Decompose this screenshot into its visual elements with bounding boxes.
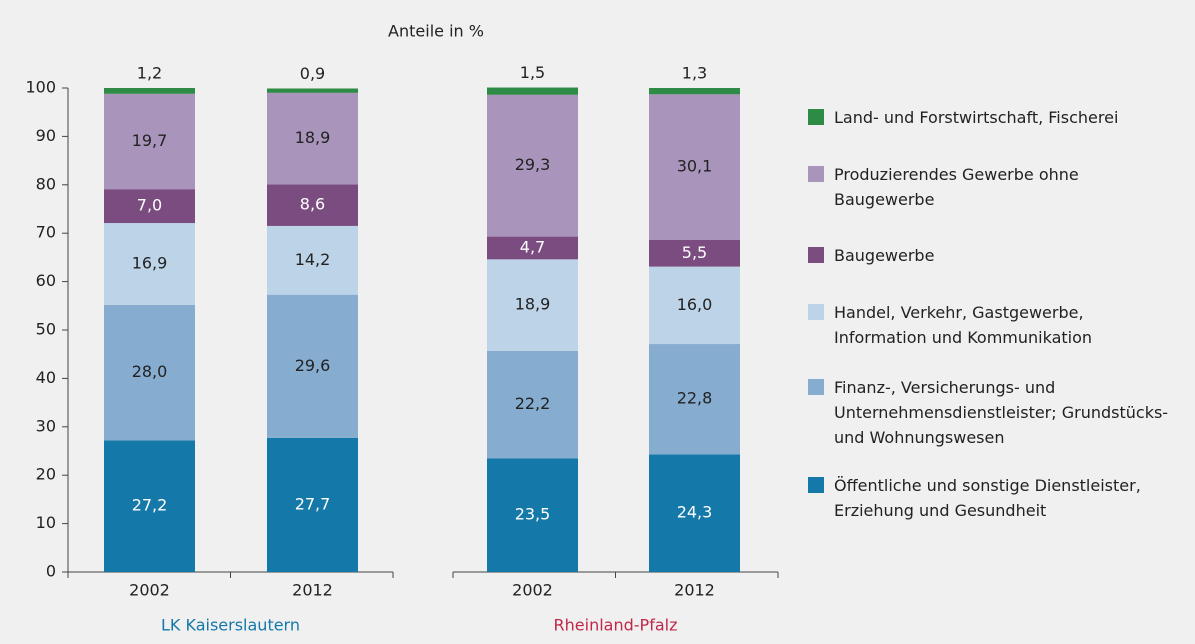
x-tick-label: 2012 <box>674 581 715 600</box>
bar-segment <box>267 225 358 295</box>
data-label: 7,0 <box>137 196 162 215</box>
legend-label: Öffentliche und sonstige Dienstleister, … <box>834 476 1141 520</box>
data-label: 28,0 <box>132 362 168 381</box>
data-label: 22,8 <box>677 389 713 408</box>
legend-item: Baugewerbe <box>808 243 1178 268</box>
y-tick-label: 0 <box>46 562 56 581</box>
bar-segment <box>649 94 740 240</box>
legend-label: Land- und Forstwirtschaft, Fischerei <box>834 108 1119 127</box>
data-label: 22,2 <box>515 394 551 413</box>
data-label: 18,9 <box>295 128 331 147</box>
bar-segment <box>267 184 358 226</box>
y-tick-label: 100 <box>25 78 56 97</box>
bar-segment <box>267 92 358 185</box>
bar-segment <box>104 189 195 224</box>
x-tick-label: 2002 <box>512 581 553 600</box>
bar-segment <box>104 440 195 572</box>
data-label: 23,5 <box>515 505 551 524</box>
legend-swatch <box>808 247 824 263</box>
legend-label: Handel, Verkehr, Gastgewerbe, Informatio… <box>834 303 1093 347</box>
y-tick-label: 70 <box>36 223 56 242</box>
data-label: 27,7 <box>295 494 331 513</box>
data-label: 1,2 <box>137 64 162 83</box>
y-tick-label: 80 <box>36 174 56 193</box>
data-label: 24,3 <box>677 503 713 522</box>
y-tick-label: 20 <box>36 465 56 484</box>
bar-segment <box>649 344 740 455</box>
legend-item: Handel, Verkehr, Gastgewerbe, Informatio… <box>808 300 1178 350</box>
bar-segment <box>487 236 578 260</box>
data-label: 27,2 <box>132 496 168 515</box>
bar-segment <box>267 88 358 93</box>
legend-label: Produzierendes Gewerbe ohne Baugewerbe <box>834 165 1079 209</box>
y-tick-label: 60 <box>36 271 56 290</box>
data-label: 16,9 <box>132 253 168 272</box>
bar-segment <box>487 94 578 237</box>
bar-segment <box>487 259 578 351</box>
legend-item: Produzierendes Gewerbe ohne Baugewerbe <box>808 162 1178 212</box>
y-tick-label: 40 <box>36 368 56 387</box>
legend-swatch <box>808 304 824 320</box>
bar-segment <box>267 294 358 438</box>
bar-segment <box>104 304 195 441</box>
bar-segment <box>487 350 578 459</box>
y-tick-label: 10 <box>36 513 56 532</box>
bar-segment <box>104 223 195 305</box>
group-label: Rheinland-Pfalz <box>554 616 678 635</box>
data-label: 14,2 <box>295 250 331 269</box>
data-label: 19,7 <box>132 131 168 150</box>
legend-label: Baugewerbe <box>834 246 935 265</box>
bar-segment <box>649 266 740 345</box>
y-tick-label: 90 <box>36 126 56 145</box>
x-tick-label: 2012 <box>292 581 333 600</box>
data-label: 30,1 <box>677 157 713 176</box>
data-label: 29,3 <box>515 155 551 174</box>
bar-segment <box>104 88 195 94</box>
legend-item: Finanz-, Versicherungs- und Unternehmens… <box>808 375 1178 450</box>
legend-label: Finanz-, Versicherungs- und Unternehmens… <box>834 378 1169 447</box>
bar-segment <box>487 87 578 95</box>
legend-swatch <box>808 166 824 182</box>
bar-segment <box>649 239 740 267</box>
y-axis-label: Anteile in % <box>388 22 484 41</box>
legend-swatch <box>808 477 824 493</box>
legend-swatch <box>808 379 824 395</box>
data-label: 29,6 <box>295 356 331 375</box>
group-label: LK Kaiserslautern <box>161 616 300 635</box>
data-label: 1,5 <box>520 63 545 82</box>
bar-segment <box>649 454 740 572</box>
data-label: 16,0 <box>677 295 713 314</box>
data-label: 1,3 <box>682 64 707 83</box>
legend-swatch <box>808 109 824 125</box>
data-label: 4,7 <box>520 237 545 256</box>
x-tick-label: 2002 <box>129 581 170 600</box>
bar-segment <box>487 458 578 572</box>
data-label: 0,9 <box>300 64 325 83</box>
y-tick-label: 50 <box>36 320 56 339</box>
bar-segment <box>267 437 358 572</box>
y-tick-label: 30 <box>36 416 56 435</box>
bar-segment <box>104 93 195 190</box>
legend-item: Land- und Forstwirtschaft, Fischerei <box>808 105 1178 130</box>
data-label: 8,6 <box>300 195 325 214</box>
bar-segment <box>649 88 740 95</box>
data-label: 5,5 <box>682 243 707 262</box>
legend-item: Öffentliche und sonstige Dienstleister, … <box>808 473 1178 523</box>
data-label: 18,9 <box>515 295 551 314</box>
